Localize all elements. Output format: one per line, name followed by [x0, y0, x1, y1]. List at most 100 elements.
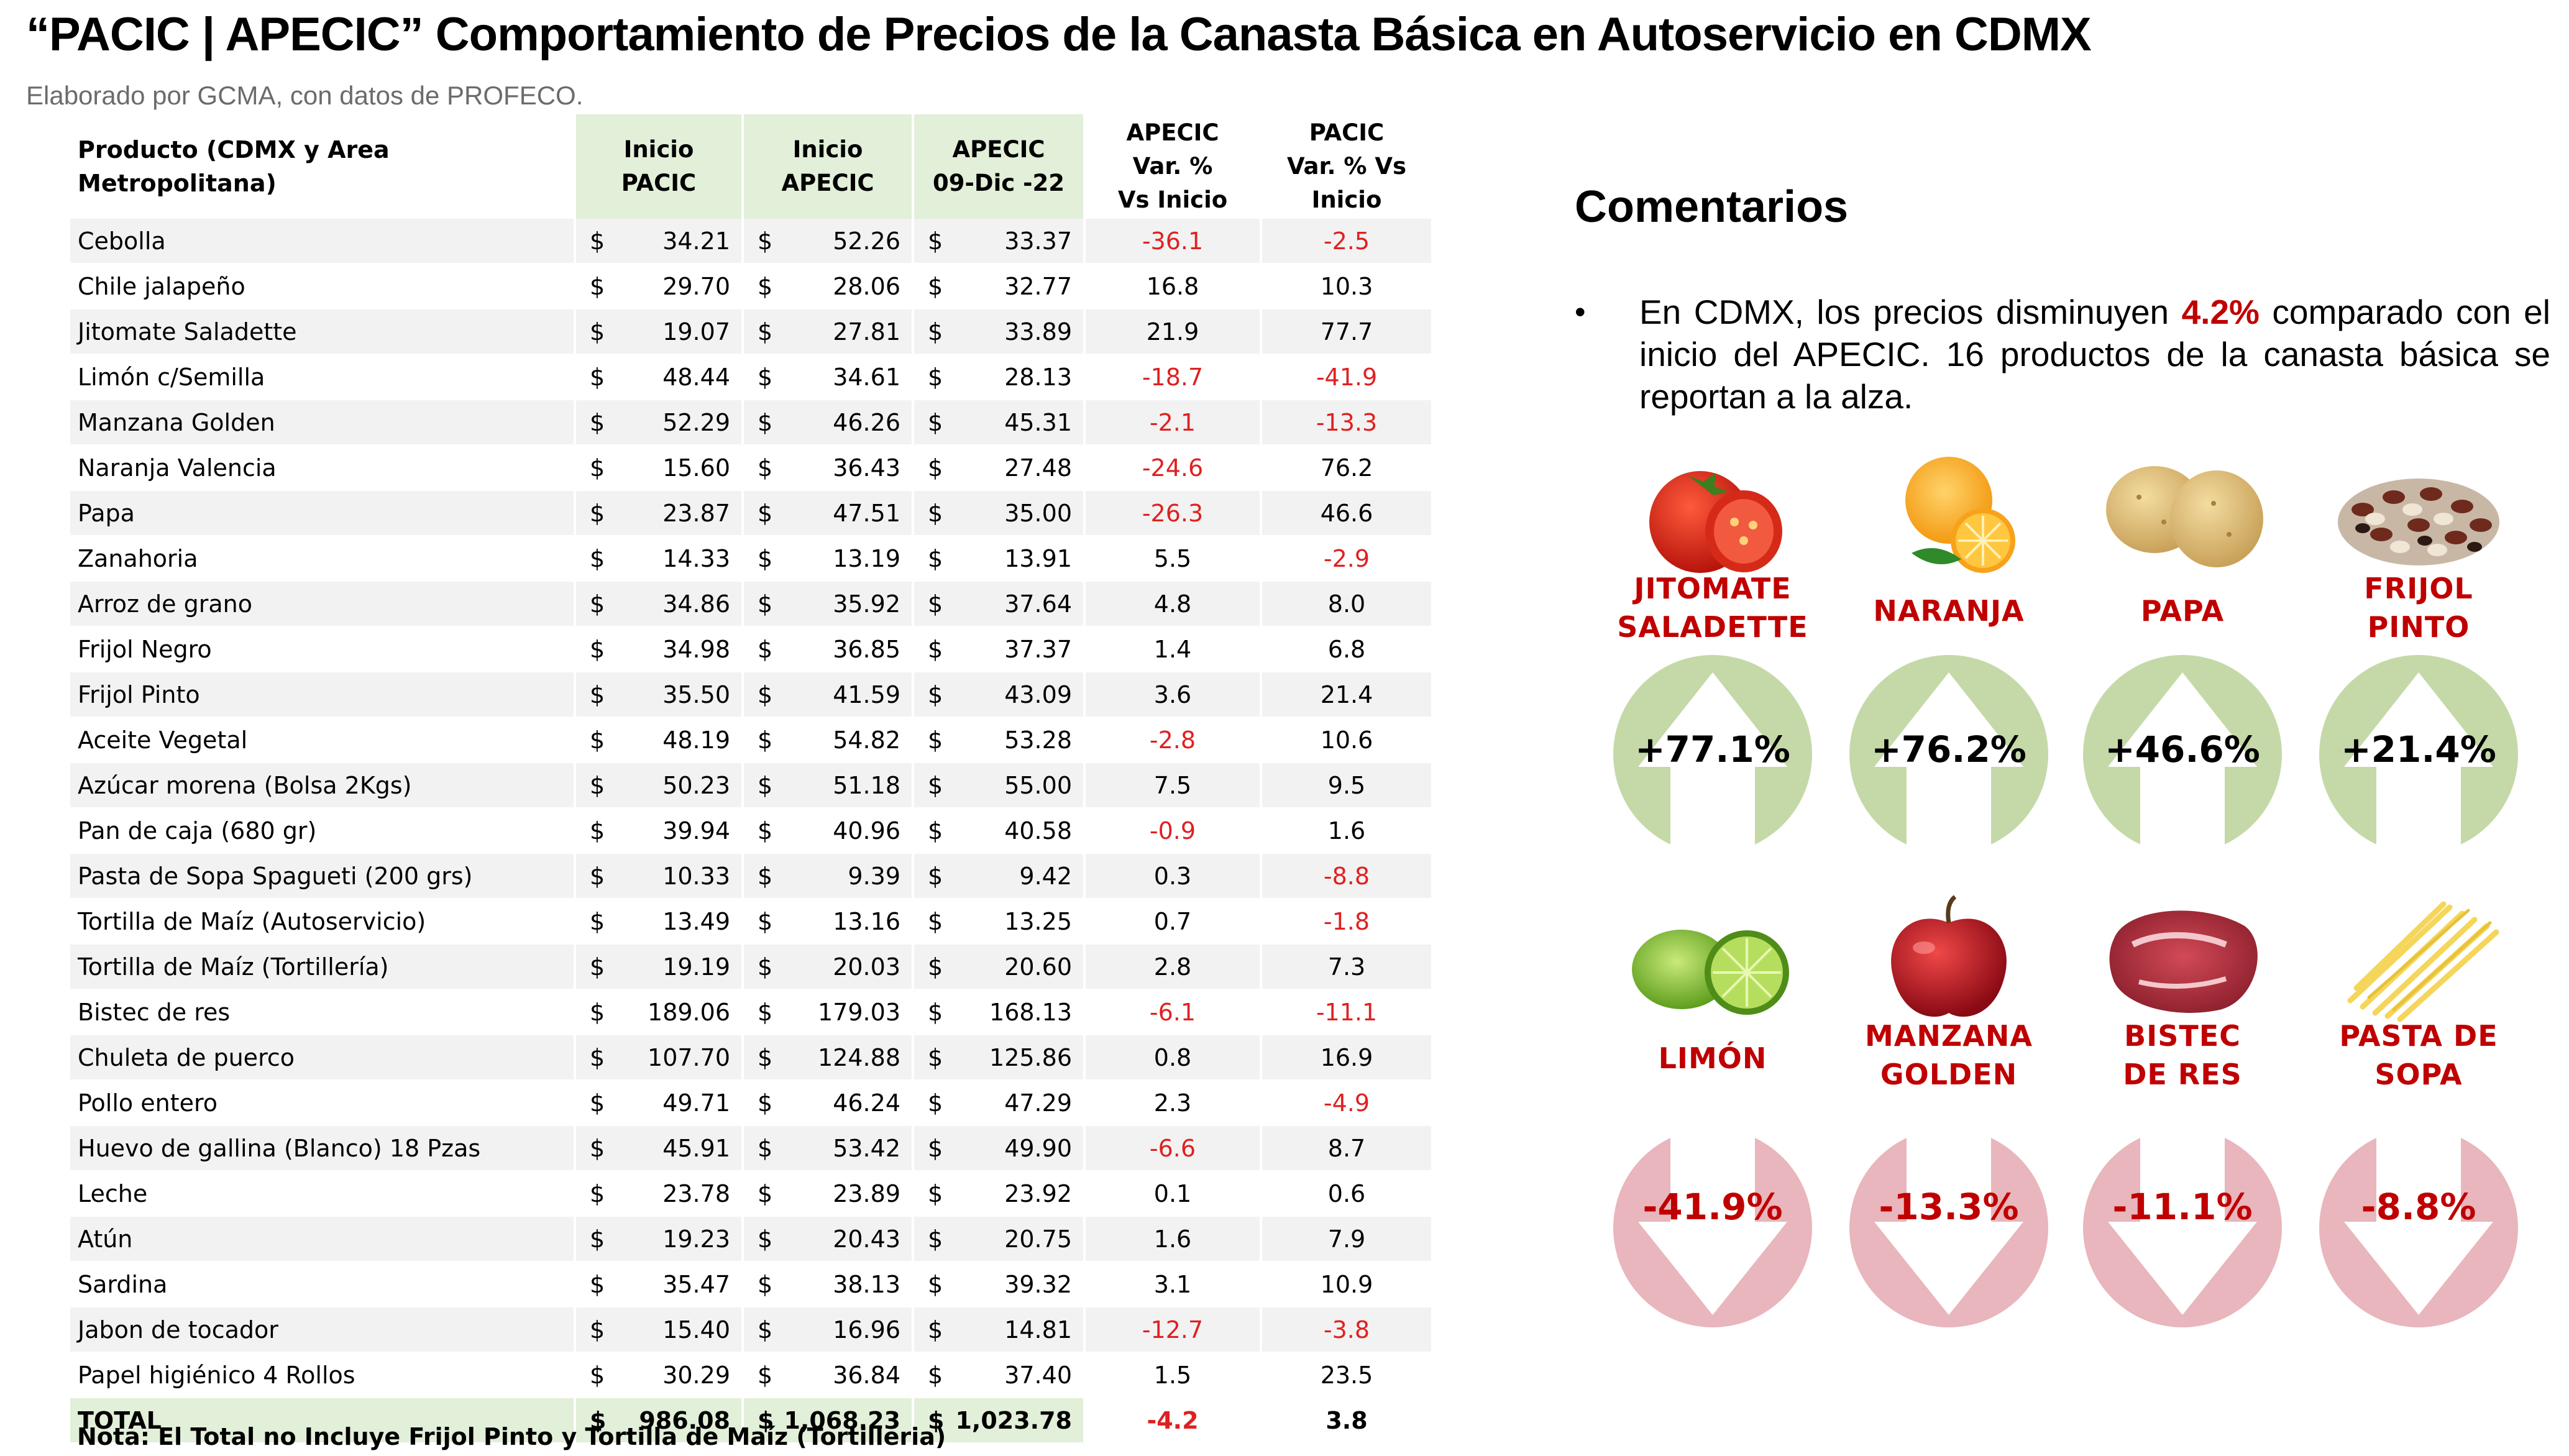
price-value: 13.91: [1004, 544, 1072, 572]
inicio-pacic-cell: $986.08: [575, 1398, 744, 1442]
inicio-apecic-cell: $46.26: [743, 400, 914, 446]
down-arrow-icon: -13.3%: [1849, 1129, 2048, 1327]
pacic-var-cell: -3.8: [1261, 1307, 1434, 1353]
inicio-pacic-cell: $23.87: [575, 490, 744, 536]
price-value: 30.29: [662, 1361, 730, 1389]
currency-sign: $: [590, 1361, 605, 1389]
inicio-pacic-cell: $15.40: [575, 1307, 744, 1353]
inicio-pacic-cell: $13.49: [575, 899, 744, 945]
inicio-apecic-cell: $27.81: [743, 309, 914, 355]
pacic-var-cell: -1.8: [1261, 899, 1434, 945]
price-value: 34.61: [833, 363, 900, 391]
inicio-apecic-cell: $13.19: [743, 536, 914, 582]
currency-sign: $: [928, 590, 943, 618]
inicio-pacic-cell: $50.23: [575, 762, 744, 808]
inicio-pacic-cell: $34.98: [575, 626, 744, 672]
price-value: 125.86: [989, 1043, 1072, 1071]
page-title: “PACIC | APECIC” Comportamiento de Preci…: [26, 8, 2092, 61]
currency-sign: $: [928, 953, 943, 981]
inicio-apecic-cell: $23.89: [743, 1171, 914, 1217]
product-name: Aceite Vegetal: [70, 717, 576, 763]
price-value: 49.90: [1004, 1134, 1072, 1162]
currency-sign: $: [590, 363, 605, 391]
apecic-date-cell: $23.92: [913, 1171, 1086, 1217]
apecic-var-cell: 0.7: [1084, 899, 1262, 945]
table-row: Arroz de grano $34.86 $35.92 $37.64 4.8 8.0: [70, 581, 1434, 627]
table-row: Jitomate Saladette $19.07 $27.81 $33.89 21.9…: [70, 309, 1434, 355]
price-value: 33.37: [1004, 227, 1072, 255]
price-value: 55.00: [1004, 771, 1072, 799]
price-value: 14.81: [1004, 1316, 1072, 1344]
currency-sign: $: [590, 1089, 605, 1117]
price-value: 38.13: [833, 1270, 900, 1298]
price-value: 50.23: [662, 771, 730, 799]
product-name: Jabon de tocador: [70, 1307, 576, 1353]
apecic-date-cell: $125.86: [913, 1035, 1086, 1081]
pacic-var-cell: -4.9: [1261, 1080, 1434, 1126]
product-card: NARANJA +76.2%: [1843, 447, 2054, 920]
currency-sign: $: [928, 544, 943, 572]
currency-sign: $: [928, 272, 943, 300]
price-value: 52.29: [662, 408, 730, 436]
inicio-pacic-cell: $34.86: [575, 581, 744, 627]
pacic-var-cell: -13.3: [1261, 400, 1434, 446]
product-label: PAPA: [2140, 594, 2225, 628]
currency-sign: $: [928, 227, 943, 255]
change-percent: -13.3%: [1879, 1186, 2019, 1228]
apecic-date-cell: $9.42: [913, 853, 1086, 899]
currency-sign: $: [590, 817, 605, 845]
inicio-pacic-cell: $34.21: [575, 219, 744, 264]
product-name: Manzana Golden: [70, 400, 576, 446]
currency-sign: $: [928, 1361, 943, 1389]
currency-sign: $: [758, 1043, 773, 1071]
price-value: 168.13: [989, 998, 1072, 1026]
product-name: Atún: [70, 1216, 576, 1262]
apecic-var-cell: -26.3: [1084, 490, 1262, 536]
currency-sign: $: [590, 953, 605, 981]
price-value: 23.87: [662, 499, 730, 527]
product-name: Zanahoria: [70, 536, 576, 582]
price-value: 35.00: [1004, 499, 1072, 527]
highlight-percent: 4.2%: [2181, 293, 2260, 331]
apecic-date-cell: $37.40: [913, 1352, 1086, 1398]
price-value: 46.24: [833, 1089, 900, 1117]
currency-sign: $: [590, 272, 605, 300]
apecic-date-cell: $168.13: [913, 989, 1086, 1035]
table-row: Naranja Valencia $15.60 $36.43 $27.48 -24.6 7…: [70, 445, 1434, 491]
currency-sign: $: [590, 499, 605, 527]
currency-sign: $: [758, 726, 773, 754]
price-value: 40.96: [833, 817, 900, 845]
comments-title: Comentarios: [1575, 182, 1849, 232]
apecic-date-cell: $14.81: [913, 1307, 1086, 1353]
currency-sign: $: [758, 1225, 773, 1253]
header-product: Producto (CDMX y Area Metropolitana): [70, 114, 576, 219]
price-value: 35.50: [662, 680, 730, 708]
pacic-var-cell: -11.1: [1261, 989, 1434, 1035]
currency-sign: $: [590, 544, 605, 572]
product-name: Papa: [70, 490, 576, 536]
down-arrow-icon: -11.1%: [2083, 1129, 2282, 1327]
pacic-var-cell: 8.7: [1261, 1125, 1434, 1171]
price-value: 19.23: [662, 1225, 730, 1253]
pacic-var-cell: 21.4: [1261, 672, 1434, 718]
currency-sign: $: [928, 454, 943, 482]
price-value: 34.98: [662, 635, 730, 663]
currency-sign: $: [928, 726, 943, 754]
pasta-icon: [2325, 895, 2512, 1025]
table-row: Cebolla $34.21 $52.26 $33.37 -36.1 -2.5: [70, 219, 1434, 264]
price-value: 37.40: [1004, 1361, 1072, 1389]
price-value: 9.42: [1019, 862, 1072, 890]
inicio-pacic-cell: $15.60: [575, 445, 744, 491]
price-value: 47.29: [1004, 1089, 1072, 1117]
apecic-date-cell: $1,023.78: [913, 1398, 1086, 1442]
price-value: 107.70: [648, 1043, 730, 1071]
inicio-pacic-cell: $189.06: [575, 989, 744, 1035]
price-value: 20.43: [833, 1225, 900, 1253]
inicio-apecic-cell: $28.06: [743, 263, 914, 309]
comments-bullet: • En CDMX, los precios disminuyen 4.2% c…: [1575, 291, 2550, 418]
apecic-date-cell: $20.60: [913, 944, 1086, 990]
beans-icon: [2325, 447, 2512, 578]
apecic-var-cell: 16.8: [1084, 263, 1262, 309]
price-value: 13.25: [1004, 907, 1072, 935]
table-row: Leche $23.78 $23.89 $23.92 0.1 0.6: [70, 1171, 1434, 1217]
